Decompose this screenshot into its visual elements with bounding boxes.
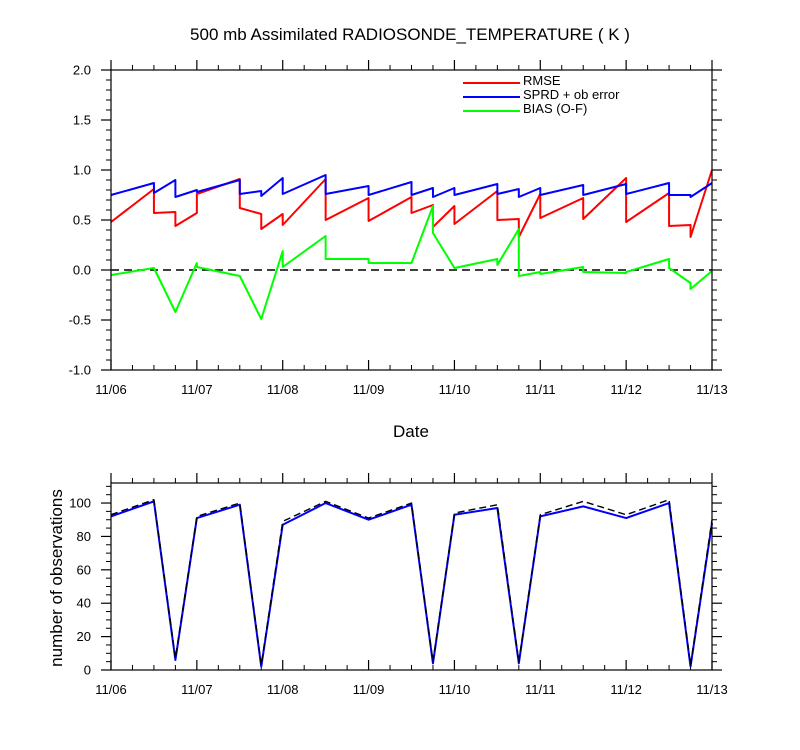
x-tick-label: 11/13 <box>696 682 728 697</box>
x-tick-label: 11/06 <box>95 382 127 397</box>
y-tick-label: 100 <box>69 496 91 511</box>
x-tick-label: 11/12 <box>610 382 642 397</box>
top-plot-frame <box>110 69 713 371</box>
y-tick-label: -1.0 <box>69 363 91 378</box>
y-tick-label: 2.0 <box>73 63 91 78</box>
x-axis-title: Date <box>393 422 429 441</box>
x-tick-label: 11/11 <box>525 682 556 697</box>
y-tick-label: 1.5 <box>73 113 91 128</box>
x-tick-label: 11/13 <box>696 382 728 397</box>
legend-label: SPRD + ob error <box>523 87 620 102</box>
x-tick-label: 11/11 <box>525 382 556 397</box>
x-tick-label: 11/10 <box>439 382 471 397</box>
legend-label: BIAS (O-F) <box>523 101 587 116</box>
x-tick-label: 11/07 <box>181 382 213 397</box>
series-line-series-0 <box>110 500 713 668</box>
chart-title: 500 mb Assimilated RADIOSONDE_TEMPERATUR… <box>190 25 630 44</box>
x-tick-label: 11/09 <box>353 682 385 697</box>
series-line-series-1 <box>110 499 713 666</box>
x-tick-label: 11/09 <box>353 382 385 397</box>
y-tick-label: 0 <box>84 663 91 678</box>
y-tick-label: -0.5 <box>69 313 91 328</box>
top-ticks: 11/06 11/07 11/08 11/09 11/10 11/11 11/12 11/13… <box>69 60 728 397</box>
series-line-sprd-ob-error <box>110 174 713 198</box>
x-tick-label: 11/07 <box>181 682 213 697</box>
y-tick-label: 1.0 <box>73 163 91 178</box>
bottom-chart: 11/06 11/07 11/08 11/09 11/10 11/11 11/12 11/13… <box>47 473 728 697</box>
bottom-plot-frame <box>110 482 713 671</box>
x-tick-label: 11/10 <box>439 682 471 697</box>
y-tick-label: 20 <box>77 629 91 644</box>
y-tick-label: 0.0 <box>73 263 91 278</box>
x-tick-label: 11/12 <box>610 682 642 697</box>
bottom-ticks: 11/06 11/07 11/08 11/09 11/10 11/11 11/12 11/13… <box>69 473 728 697</box>
y-tick-label: 60 <box>77 562 91 577</box>
top-chart: 500 mb Assimilated RADIOSONDE_TEMPERATUR… <box>69 25 728 441</box>
series-line-bias-o-f <box>110 205 713 320</box>
y-tick-label: 40 <box>77 596 91 611</box>
series-line-rmse <box>110 169 713 238</box>
y-tick-label: 80 <box>77 529 91 544</box>
bottom-series <box>110 499 713 668</box>
y-axis-title: number of observations <box>47 489 66 667</box>
y-tick-label: 0.5 <box>73 213 91 228</box>
x-tick-label: 11/08 <box>267 382 299 397</box>
x-tick-label: 11/06 <box>95 682 127 697</box>
x-tick-label: 11/08 <box>267 682 299 697</box>
legend-label: RMSE <box>523 73 561 88</box>
top-series <box>110 169 713 320</box>
